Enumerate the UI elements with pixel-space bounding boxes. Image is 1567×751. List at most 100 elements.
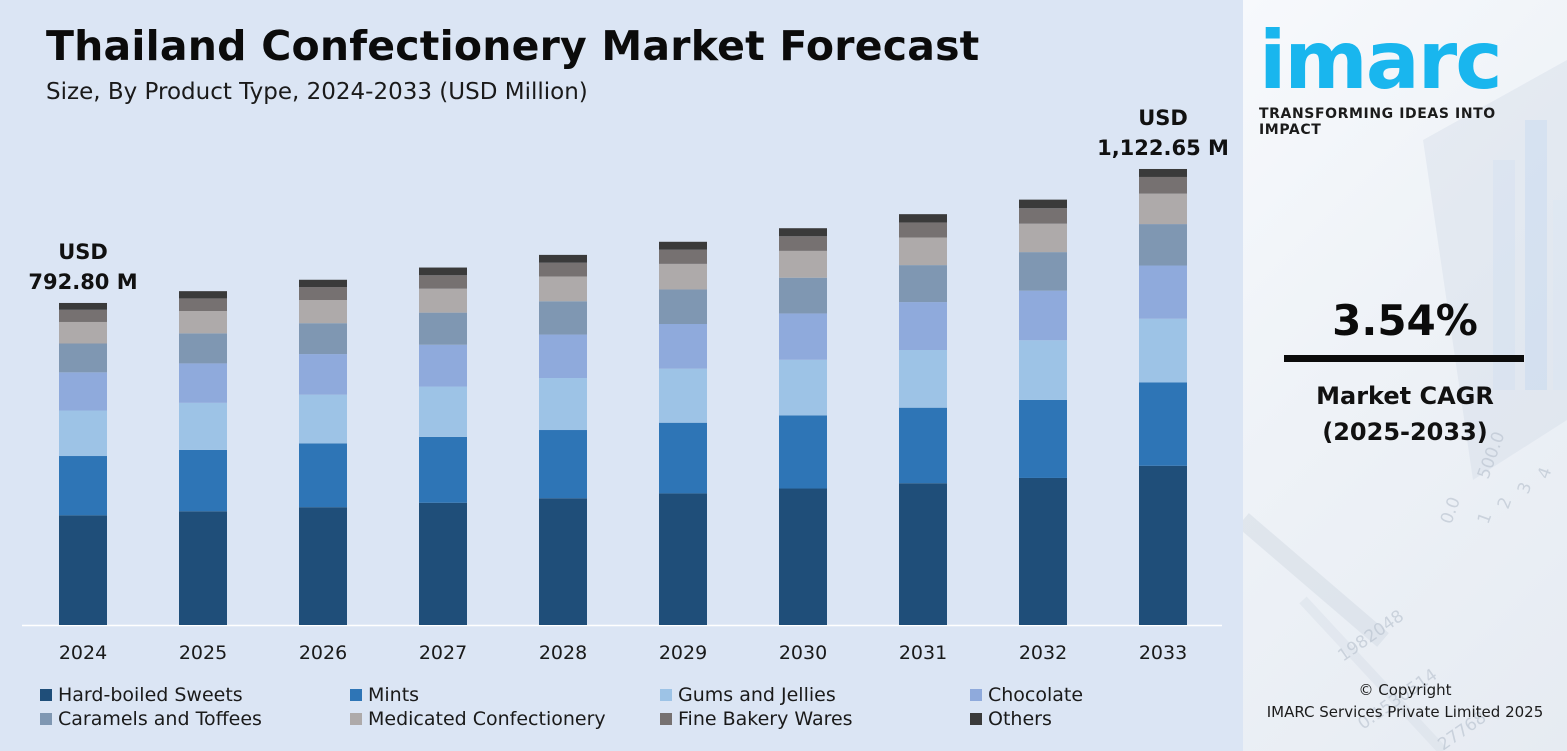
copyright-line-2: IMARC Services Private Limited 2025: [1266, 703, 1544, 721]
bar-segment-2032-7: [1019, 199, 1067, 209]
bar-segment-2026-7: [299, 279, 347, 288]
logo-tagline: TRANSFORMING IDEAS INTO IMPACT: [1259, 106, 1496, 138]
annotation-2033-line-2: 1,122.65 M: [1097, 136, 1229, 160]
bar-segment-2032-0: [1019, 477, 1067, 625]
bar-segment-2031-3: [899, 302, 947, 351]
bar-segment-2025-3: [179, 363, 227, 403]
bar-segment-2024-0: [59, 515, 107, 625]
bar-segment-2026-3: [299, 354, 347, 395]
bar-segment-2030-0: [779, 488, 827, 625]
x-tick-label: 2025: [179, 642, 227, 664]
cagr-value: 3.54%: [1332, 296, 1478, 345]
bar-segment-2024-6: [59, 309, 107, 322]
legend-label: Mints: [368, 684, 420, 706]
x-tick-label: 2029: [659, 642, 707, 664]
bar-segment-2029-4: [659, 289, 707, 325]
legend-label: Hard-boiled Sweets: [58, 684, 243, 706]
legend-swatch: [40, 713, 52, 725]
annotation-2024-line-1: USD: [58, 240, 108, 264]
stacked-bar-chart: 2024 2025 2026 2027 2028 2029 2030 2031 2032 2033…: [22, 106, 1229, 664]
logo-wordmark: imarc: [1259, 14, 1503, 107]
legend-item: Gums and Jellies: [660, 683, 836, 707]
copyright: © Copyright IMARC Services Private Limit…: [1243, 679, 1567, 723]
bar-segment-2029-7: [659, 241, 707, 250]
bar-segment-2027-2: [419, 386, 467, 437]
chart-subtitle: Size, By Product Type, 2024-2033 (USD Mi…: [46, 79, 588, 105]
bar-segment-2027-3: [419, 344, 467, 387]
legend-item: Others: [970, 707, 1052, 731]
legend-item: Fine Bakery Wares: [660, 707, 853, 731]
bar-segment-2031-1: [899, 407, 947, 484]
bar-segment-2030-6: [779, 236, 827, 251]
chart-legend: Hard-boiled Sweets Mints Gums and Jellies C…: [40, 683, 1220, 739]
bar-segment-2031-0: [899, 483, 947, 625]
legend-item: Caramels and Toffees: [40, 707, 262, 731]
bar-segment-2029-2: [659, 368, 707, 423]
bar-segment-2028-3: [539, 334, 587, 379]
chart-panel: Thailand Confectionery Market Forecast S…: [0, 0, 1243, 751]
bar-segment-2031-5: [899, 237, 947, 266]
bar-segment-2032-4: [1019, 252, 1067, 291]
bar-segment-2032-1: [1019, 399, 1067, 478]
x-tick-label: 2026: [299, 642, 347, 664]
deco-tick-0: 0.0: [1437, 494, 1465, 526]
bar-segment-2030-7: [779, 228, 827, 237]
cagr-label: Market CAGR (2025-2033): [1243, 378, 1567, 450]
x-tick-label: 2027: [419, 642, 467, 664]
deco-tick-4: 4: [1534, 465, 1556, 482]
bar-segment-2033-1: [1139, 382, 1187, 466]
bar-segment-2025-4: [179, 333, 227, 364]
bar-segment-2024-2: [59, 410, 107, 457]
bar-segment-2024-3: [59, 372, 107, 411]
bar-segment-2026-1: [299, 443, 347, 508]
bar-segment-2032-5: [1019, 223, 1067, 253]
bar-segment-2030-5: [779, 250, 827, 278]
bar-segment-2025-0: [179, 511, 227, 625]
bar-segment-2031-7: [899, 214, 947, 223]
bar-segment-2027-1: [419, 436, 467, 503]
bar-segment-2030-2: [779, 359, 827, 416]
legend-swatch: [350, 713, 362, 725]
legend-item: Medicated Confectionery: [350, 707, 606, 731]
background-decoration: 500.0 0.0 1 2 3 4 1982048 0.1530514 2776…: [1243, 60, 1567, 751]
bar-segment-2029-0: [659, 493, 707, 625]
cagr-label-line-2: (2025-2033): [1322, 418, 1488, 446]
bar-segment-2027-4: [419, 312, 467, 345]
bar-segment-2029-5: [659, 263, 707, 290]
legend-label: Fine Bakery Wares: [678, 708, 853, 730]
bar-segment-2028-5: [539, 276, 587, 302]
legend-label: Caramels and Toffees: [58, 708, 262, 730]
legend-swatch: [660, 713, 672, 725]
legend-label: Others: [988, 708, 1052, 730]
bar-segment-2028-6: [539, 262, 587, 277]
bar-segment-2033-4: [1139, 224, 1187, 266]
bar-segment-2031-4: [899, 265, 947, 303]
bar-segment-2028-1: [539, 430, 587, 499]
bar-segment-2031-2: [899, 350, 947, 408]
bar-segment-2030-3: [779, 313, 827, 360]
legend-label: Gums and Jellies: [678, 684, 836, 706]
bar-segment-2026-6: [299, 287, 347, 301]
bar-segment-2033-5: [1139, 193, 1187, 225]
legend-item: Chocolate: [970, 683, 1083, 707]
annotation-2024-line-2: 792.80 M: [28, 270, 137, 294]
bar-segment-2027-7: [419, 267, 467, 276]
cagr-divider: [1284, 355, 1524, 362]
info-sidebar: 500.0 0.0 1 2 3 4 1982048 0.1530514 2776…: [1243, 0, 1567, 751]
x-tick-label: 2024: [59, 642, 107, 664]
x-tick-label: 2032: [1019, 642, 1067, 664]
bar-segment-2033-6: [1139, 176, 1187, 194]
bar-segment-2025-6: [179, 298, 227, 312]
x-tick-label: 2028: [539, 642, 587, 664]
legend-swatch: [970, 689, 982, 701]
bar-segment-2028-4: [539, 301, 587, 335]
deco-tick-1: 1: [1474, 510, 1496, 527]
bar-segment-2033-3: [1139, 265, 1187, 319]
bar-segment-2025-5: [179, 311, 227, 334]
bar-segment-2030-1: [779, 415, 827, 489]
bar-segment-2029-3: [659, 324, 707, 369]
legend-swatch: [40, 689, 52, 701]
legend-label: Chocolate: [988, 684, 1084, 706]
bar-segment-2027-0: [419, 502, 467, 625]
bar-segment-2024-4: [59, 343, 107, 373]
